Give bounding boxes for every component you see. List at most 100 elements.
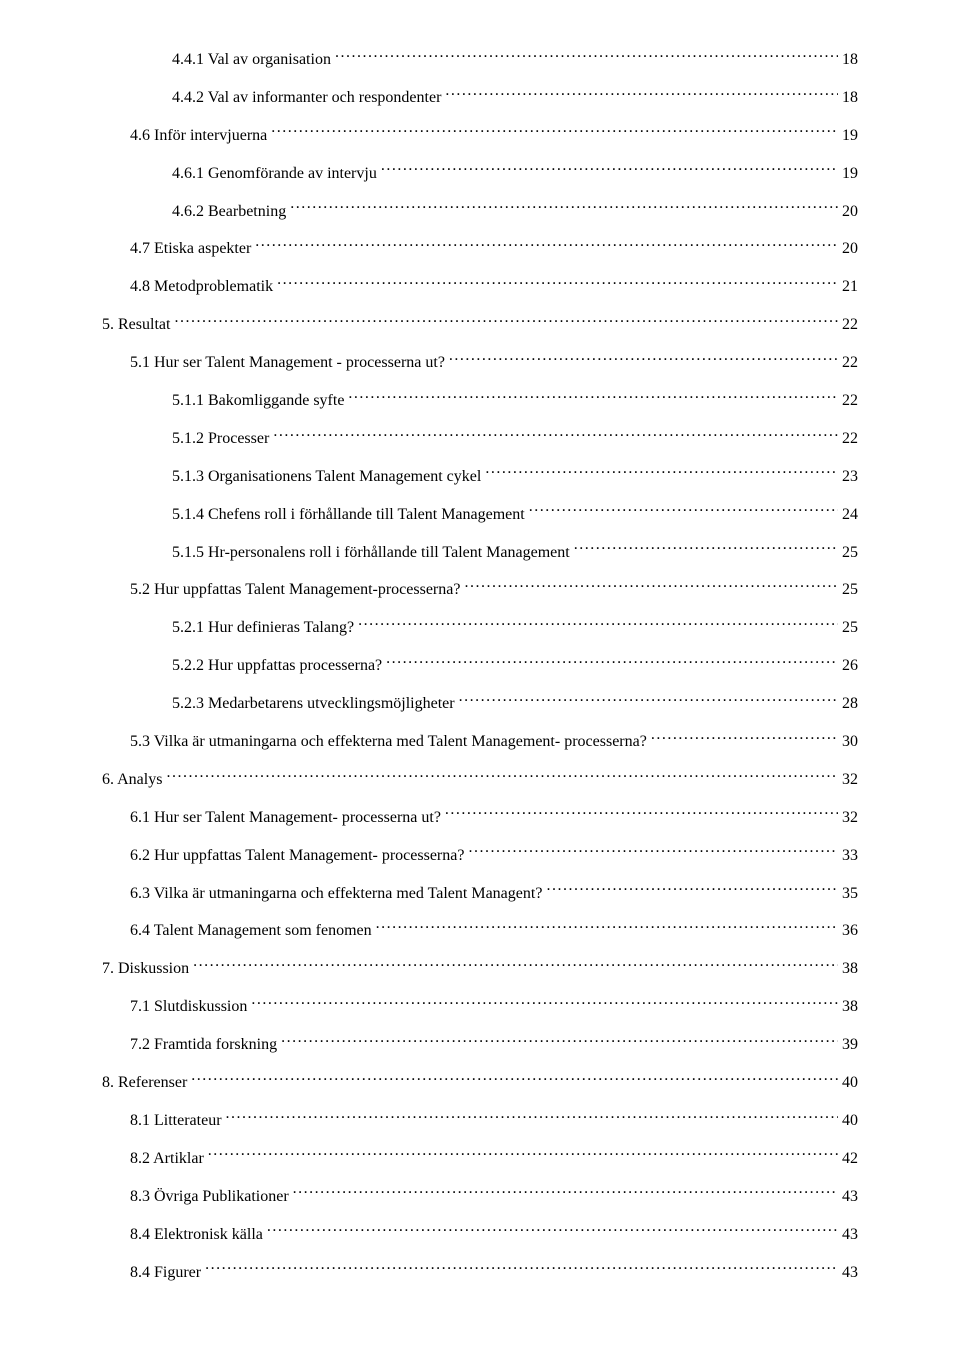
- toc-entry-title: 8.2 Artiklar: [130, 1148, 204, 1170]
- toc-entry-title: 7.2 Framtida forskning: [130, 1034, 277, 1056]
- toc-entry-title: 5.1.2 Processer: [172, 428, 269, 450]
- toc-entry-page: 19: [842, 163, 858, 185]
- toc-entry: 4.4.2 Val av informanter och respondente…: [102, 86, 858, 109]
- toc-entry: 5.1.2 Processer22: [102, 427, 858, 450]
- toc-leader-dots: [205, 1261, 838, 1277]
- toc-entry: 8.1 Litterateur40: [102, 1109, 858, 1132]
- toc-entry-page: 35: [842, 883, 858, 905]
- toc-entry: 5. Resultat 22: [102, 313, 858, 336]
- toc-entry-page: 30: [842, 731, 858, 753]
- toc-entry-title: 4.4.2 Val av informanter och respondente…: [172, 87, 441, 109]
- toc-leader-dots: [348, 389, 838, 405]
- toc-entry-title: 8. Referenser: [102, 1072, 187, 1094]
- toc-leader-dots: [226, 1109, 838, 1125]
- toc-entry: 5.1.1 Bakomliggande syfte22: [102, 389, 858, 412]
- toc-entry: 6.3 Vilka är utmaningarna och effekterna…: [102, 882, 858, 905]
- toc-entry-title: 7. Diskussion: [102, 958, 189, 980]
- toc-entry-page: 43: [842, 1262, 858, 1284]
- toc-entry-title: 6. Analys: [102, 769, 162, 791]
- toc-entry-page: 42: [842, 1148, 858, 1170]
- toc-entry-title: 5.2.1 Hur definieras Talang?: [172, 617, 354, 639]
- toc-entry: 8.3 Övriga Publikationer43: [102, 1185, 858, 1208]
- toc-entry: 4.4.1 Val av organisation 18: [102, 48, 858, 71]
- toc-entry-page: 26: [842, 655, 858, 677]
- toc-leader-dots: [281, 1033, 838, 1049]
- toc-entry: 8. Referenser40: [102, 1071, 858, 1094]
- toc-entry-page: 22: [842, 314, 858, 336]
- toc-entry: 5.2 Hur uppfattas Talent Management-proc…: [102, 578, 858, 601]
- toc-entry-page: 28: [842, 693, 858, 715]
- toc-entry-page: 24: [842, 504, 858, 526]
- toc-entry: 5.1.4 Chefens roll i förhållande till Ta…: [102, 503, 858, 526]
- toc-entry: 7.1 Slutdiskussion 38: [102, 995, 858, 1018]
- toc-entry: 8.4 Figurer 43: [102, 1261, 858, 1284]
- toc-leader-dots: [255, 237, 838, 253]
- toc-entry-title: 4.7 Etiska aspekter: [130, 238, 251, 260]
- toc-entry: 5.2.2 Hur uppfattas processerna? 26: [102, 654, 858, 677]
- toc-leader-dots: [381, 162, 838, 178]
- toc-entry-page: 32: [842, 807, 858, 829]
- toc-leader-dots: [251, 995, 838, 1011]
- toc-entry-title: 5.2.2 Hur uppfattas processerna?: [172, 655, 382, 677]
- toc-leader-dots: [335, 48, 838, 64]
- toc-leader-dots: [271, 124, 838, 140]
- toc-entry-page: 43: [842, 1224, 858, 1246]
- toc-leader-dots: [485, 465, 838, 481]
- toc-entry-title: 4.6.1 Genomförande av intervju: [172, 163, 377, 185]
- toc-leader-dots: [529, 503, 838, 519]
- toc-leader-dots: [546, 882, 838, 898]
- toc-entry-title: 7.1 Slutdiskussion: [130, 996, 247, 1018]
- toc-leader-dots: [445, 86, 838, 102]
- toc-entry-page: 39: [842, 1034, 858, 1056]
- toc-leader-dots: [193, 957, 838, 973]
- toc-leader-dots: [273, 427, 838, 443]
- toc-leader-dots: [464, 578, 838, 594]
- toc-entry-page: 18: [842, 49, 858, 71]
- toc-entry-page: 21: [842, 276, 858, 298]
- toc-entry-title: 5.3 Vilka är utmaningarna och effekterna…: [130, 731, 647, 753]
- toc-entry-title: 8.4 Figurer: [130, 1262, 201, 1284]
- toc-leader-dots: [386, 654, 838, 670]
- toc-entry-title: 5. Resultat: [102, 314, 170, 336]
- toc-entry-title: 5.1.3 Organisationens Talent Management …: [172, 466, 481, 488]
- toc-entry-page: 25: [842, 617, 858, 639]
- toc-entry-page: 25: [842, 579, 858, 601]
- toc-leader-dots: [208, 1147, 838, 1163]
- toc-entry-title: 6.4 Talent Management som fenomen: [130, 920, 372, 942]
- toc-leader-dots: [277, 275, 838, 291]
- toc-leader-dots: [468, 844, 838, 860]
- toc-entry: 8.2 Artiklar 42: [102, 1147, 858, 1170]
- toc-leader-dots: [267, 1223, 838, 1239]
- toc-entry-title: 4.4.1 Val av organisation: [172, 49, 331, 71]
- toc-entry-title: 8.4 Elektronisk källa: [130, 1224, 263, 1246]
- toc-entry: 4.7 Etiska aspekter 20: [102, 237, 858, 260]
- toc-entry: 4.6.1 Genomförande av intervju 19: [102, 162, 858, 185]
- toc-entry-page: 22: [842, 352, 858, 374]
- toc-entry-page: 23: [842, 466, 858, 488]
- toc-entry: 7.2 Framtida forskning 39: [102, 1033, 858, 1056]
- toc-entry-page: 20: [842, 238, 858, 260]
- toc-entry-title: 8.3 Övriga Publikationer: [130, 1186, 289, 1208]
- toc-entry-title: 6.1 Hur ser Talent Management- processer…: [130, 807, 441, 829]
- toc-leader-dots: [293, 1185, 838, 1201]
- toc-entry-title: 5.1 Hur ser Talent Management - processe…: [130, 352, 445, 374]
- toc-entry: 5.2.3 Medarbetarens utvecklingsmöjlighet…: [102, 692, 858, 715]
- toc-entry-title: 5.1.1 Bakomliggande syfte: [172, 390, 344, 412]
- toc-entry-page: 33: [842, 845, 858, 867]
- toc-entry: 6.1 Hur ser Talent Management- processer…: [102, 806, 858, 829]
- toc-leader-dots: [174, 313, 838, 329]
- toc-entry-title: 5.2.3 Medarbetarens utvecklingsmöjlighet…: [172, 693, 455, 715]
- toc-entry: 8.4 Elektronisk källa 43: [102, 1223, 858, 1246]
- toc-leader-dots: [166, 768, 838, 784]
- toc-leader-dots: [376, 919, 838, 935]
- toc-entry-title: 6.2 Hur uppfattas Talent Management- pro…: [130, 845, 464, 867]
- toc-entry-page: 36: [842, 920, 858, 942]
- toc-entry-page: 38: [842, 958, 858, 980]
- toc-entry: 7. Diskussion 38: [102, 957, 858, 980]
- toc-entry-page: 38: [842, 996, 858, 1018]
- toc-entry: 6.4 Talent Management som fenomen 36: [102, 919, 858, 942]
- toc-entry-title: 4.6 Inför intervjuerna: [130, 125, 267, 147]
- toc-entry-title: 5.2 Hur uppfattas Talent Management-proc…: [130, 579, 460, 601]
- toc-entry: 5.1 Hur ser Talent Management - processe…: [102, 351, 858, 374]
- toc-entry-page: 32: [842, 769, 858, 791]
